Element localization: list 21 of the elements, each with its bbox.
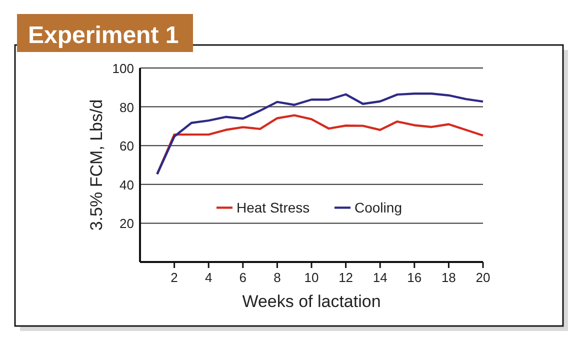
y-tick-label: 100 bbox=[112, 61, 134, 76]
x-tick-label: 10 bbox=[304, 270, 319, 285]
x-axis-title: Weeks of lactation bbox=[242, 292, 381, 311]
x-tick-label: 16 bbox=[407, 270, 422, 285]
y-tick-label: 20 bbox=[120, 216, 134, 232]
x-tick-label: 12 bbox=[338, 270, 354, 285]
x-tick-label: 8 bbox=[274, 270, 281, 285]
line-series bbox=[156, 92, 484, 176]
x-tick-label: 6 bbox=[239, 270, 247, 285]
x-tick-label: 2 bbox=[170, 270, 178, 285]
y-tick-label: 60 bbox=[120, 138, 134, 154]
x-tick-label: 4 bbox=[204, 270, 212, 285]
chart-title: Experiment 1 bbox=[28, 22, 179, 49]
y-tick-label: 80 bbox=[120, 100, 134, 115]
legend-label: Cooling bbox=[354, 200, 402, 216]
y-tick-label: 40 bbox=[120, 177, 134, 192]
x-tick-label: 20 bbox=[476, 270, 490, 285]
x-tick-label: 18 bbox=[441, 270, 456, 285]
x-tick-label: 14 bbox=[372, 270, 388, 285]
y-axis-title: 3.5% FCM, Lbs/d bbox=[87, 99, 106, 231]
legend-label: Heat Stress bbox=[236, 200, 310, 216]
